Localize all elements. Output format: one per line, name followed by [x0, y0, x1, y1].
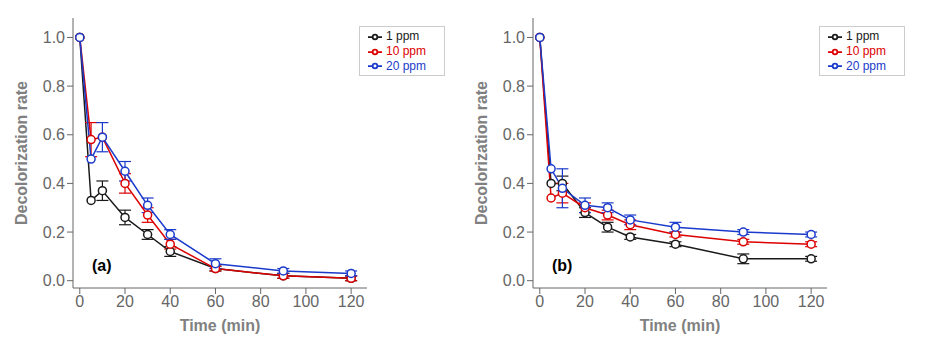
html-text:1 ppm: 1 ppm — [846, 29, 880, 43]
svg-text:0.0: 0.0 — [43, 272, 65, 289]
svg-text:Time (min): Time (min) — [640, 317, 721, 334]
svg-text:0.6: 0.6 — [43, 126, 65, 143]
svg-text:80: 80 — [252, 293, 270, 310]
svg-text:Decolorization rate: Decolorization rate — [473, 81, 490, 225]
html-text:(a): (a) — [92, 256, 112, 274]
svg-text:1.0: 1.0 — [503, 29, 525, 46]
svg-text:Time (min): Time (min) — [180, 317, 261, 334]
svg-text:0.2: 0.2 — [503, 224, 525, 241]
html-text:1 ppm: 1 ppm — [386, 29, 420, 43]
svg-text:0.6: 0.6 — [503, 126, 525, 143]
svg-text:0: 0 — [75, 293, 84, 310]
svg-text:20: 20 — [116, 293, 134, 310]
html-text:10 ppm: 10 ppm — [386, 43, 426, 58]
svg-text:120: 120 — [338, 293, 365, 310]
svg-text:100: 100 — [753, 293, 780, 310]
svg-text:0.4: 0.4 — [503, 175, 525, 192]
html-text:20 ppm: 20 ppm — [386, 58, 426, 73]
svg-text:0.2: 0.2 — [43, 224, 65, 241]
svg-text:60: 60 — [667, 293, 685, 310]
html-text:20 ppm: 20 ppm — [846, 58, 886, 73]
svg-text:100: 100 — [293, 293, 320, 310]
svg-text:20: 20 — [576, 293, 594, 310]
html-text:10 ppm: 10 ppm — [846, 43, 886, 58]
svg-text:1.0: 1.0 — [43, 29, 65, 46]
svg-text:0: 0 — [535, 293, 544, 310]
svg-text:0.8: 0.8 — [503, 78, 525, 95]
svg-text:0.4: 0.4 — [43, 175, 65, 192]
svg-text:60: 60 — [207, 293, 225, 310]
svg-text:40: 40 — [621, 293, 639, 310]
svg-text:120: 120 — [798, 293, 825, 310]
svg-text:0.8: 0.8 — [43, 78, 65, 95]
svg-text:40: 40 — [161, 293, 179, 310]
svg-text:0.0: 0.0 — [503, 272, 525, 289]
html-text:(b): (b) — [552, 256, 573, 274]
svg-text:80: 80 — [712, 293, 730, 310]
svg-text:Decolorization rate: Decolorization rate — [13, 81, 30, 225]
